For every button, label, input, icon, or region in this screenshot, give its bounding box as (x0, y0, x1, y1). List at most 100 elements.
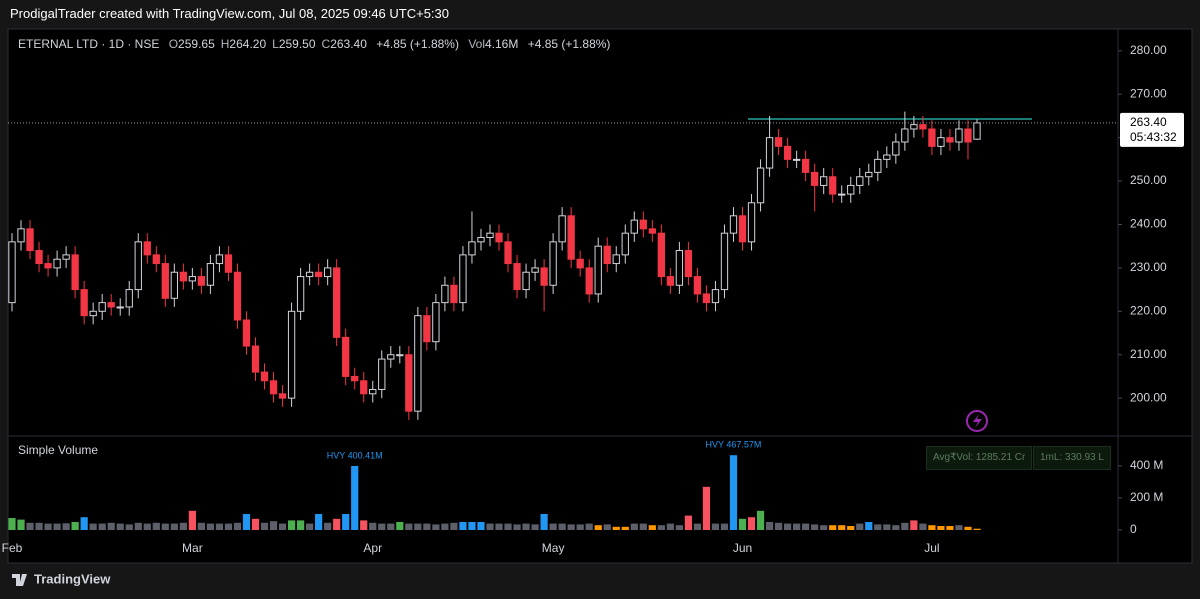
volume-bar (540, 514, 548, 530)
volume-bar (883, 524, 891, 530)
candle-body (666, 276, 675, 286)
volume-bar (17, 519, 25, 530)
volume-bar (973, 528, 981, 530)
volume-bar (558, 523, 566, 530)
volume-bar (224, 523, 233, 530)
candle-body (657, 232, 666, 278)
volume-bar (928, 525, 936, 530)
candle-body (224, 254, 233, 273)
candle-body (323, 267, 332, 278)
x-tick-label: Feb (2, 541, 23, 555)
candle-body (206, 263, 215, 286)
candle-body (576, 258, 584, 269)
volume-bar (206, 523, 215, 530)
candle-body (783, 145, 792, 160)
candle-body (53, 258, 61, 269)
x-tick-label: May (542, 541, 565, 555)
vol-change: +4.85 (+1.88%) (527, 37, 611, 51)
volume-bar (874, 524, 882, 530)
y-tick-label: 250.00 (1130, 173, 1167, 187)
volume-bar (188, 510, 196, 530)
candle-body (62, 254, 70, 260)
volume-bar (756, 510, 765, 530)
candle-body (396, 354, 404, 357)
candle-body (567, 215, 575, 260)
candle-body (477, 237, 485, 243)
symbol: ETERNAL LTD · 1D · NSE (18, 37, 160, 51)
ohlc: O259.65 H264.20 L259.50 C263.40 (169, 37, 373, 51)
candle-body (161, 263, 169, 299)
candle-body (215, 254, 224, 265)
candle-body (486, 232, 494, 239)
candle-body (432, 302, 440, 343)
volume-title: Simple Volume (18, 443, 98, 457)
candle-body (26, 228, 34, 252)
volume-bar (729, 455, 738, 530)
candle-body (765, 137, 774, 169)
volume-bar (820, 525, 828, 530)
y-tick-label: 280.00 (1130, 43, 1167, 57)
candle-body (17, 228, 25, 243)
candle-body (251, 345, 260, 373)
volume-bar (441, 523, 449, 530)
candle-body (296, 276, 305, 312)
volume-bar (693, 523, 702, 530)
volume-bar (80, 517, 88, 530)
volume-bar (278, 523, 287, 530)
candle-body (847, 184, 855, 195)
volume-bar (450, 522, 458, 530)
volume-bar (35, 522, 43, 530)
candle-body (711, 289, 720, 304)
candle-body (946, 137, 954, 143)
volume-tick-label: 400 M (1130, 458, 1163, 472)
candle-body (630, 219, 638, 234)
avg-vol: Avg₹Vol: 1285.21 Cr (926, 446, 1033, 470)
candle-body (612, 254, 620, 265)
volume-bar (513, 524, 521, 530)
volume-bar (152, 522, 160, 530)
volume-label: HVY 467.57M (706, 440, 762, 450)
ml-vol: 1mL: 330.93 L (1033, 446, 1111, 470)
candle-body (874, 158, 882, 173)
change: +4.85 (+1.88%) (376, 37, 459, 51)
volume-bar (657, 525, 665, 530)
volume-bar (251, 518, 260, 530)
volume-bar (71, 522, 79, 530)
volume-bar (639, 523, 647, 530)
candle-body (495, 232, 503, 243)
candle-body (197, 276, 206, 286)
candle-body (260, 371, 269, 382)
alert-icon[interactable] (966, 410, 988, 432)
candle-body (269, 380, 278, 395)
volume-bar (774, 522, 783, 530)
volume-bar (585, 523, 593, 530)
candle-body (405, 354, 413, 412)
vol-key: Vol (468, 37, 485, 51)
x-tick-label: Jun (733, 541, 752, 555)
candle-body (305, 271, 314, 278)
candle-body (549, 241, 557, 286)
volume-bar (892, 525, 900, 530)
volume-bar (603, 524, 611, 530)
volume-bar (630, 523, 638, 530)
volume-bar (856, 523, 864, 530)
volume-tick-label: 0 (1130, 522, 1137, 536)
volume-bar (784, 523, 792, 530)
candle-body (594, 245, 602, 295)
candle-body (720, 232, 729, 291)
candle-body (792, 158, 801, 161)
volume-bar (287, 520, 296, 530)
volume-bar (919, 523, 927, 530)
candle-body (585, 267, 593, 295)
volume-bar (865, 522, 873, 530)
volume-bar (486, 523, 494, 530)
candle-body (756, 167, 765, 204)
volume-bar (937, 526, 945, 530)
candle-body (702, 293, 711, 304)
volume-bar (44, 523, 52, 530)
volume-bar (711, 523, 720, 530)
volume-bar (522, 523, 530, 530)
volume-bar (495, 523, 503, 530)
volume-bar (269, 521, 278, 530)
countdown: 05:43:32 (1130, 130, 1177, 144)
